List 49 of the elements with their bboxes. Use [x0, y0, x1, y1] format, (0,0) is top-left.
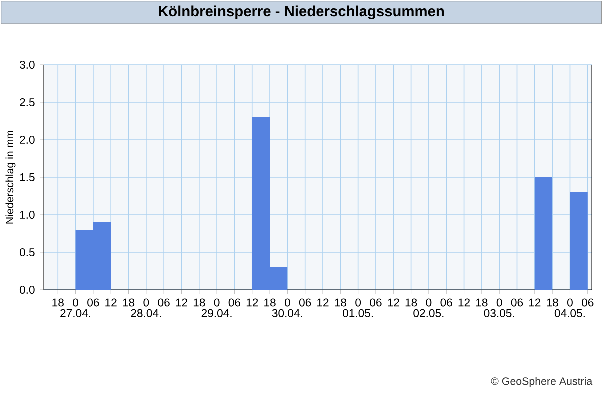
- x-tick-label: 0: [214, 298, 220, 307]
- x-tick-label: 0: [356, 298, 362, 307]
- chart-title: Kölnbreinsperre - Niederschlagssummen: [159, 6, 444, 20]
- x-tick-label: 06: [370, 298, 382, 307]
- y-tick-label: 2.0: [20, 136, 35, 144]
- x2-tick-label: 27.04.: [60, 309, 90, 318]
- x-tick-label: 12: [388, 298, 400, 307]
- x-tick-label: 0: [144, 298, 150, 307]
- x2-tick-label: 01.05.: [343, 309, 374, 318]
- x2-tick-label: 02.05.: [414, 309, 444, 318]
- x-tick-label: 12: [458, 298, 470, 307]
- x-tick-label: 0: [568, 298, 573, 307]
- y-tick-label: 1.0: [20, 210, 35, 220]
- x-tick-label: 12: [106, 298, 117, 307]
- x-tick-label: 06: [440, 298, 452, 307]
- x-tick-label: 06: [511, 298, 524, 307]
- y-tick-label: 1.5: [20, 174, 35, 182]
- x-tick-label: 0: [496, 298, 502, 307]
- x-tick-label: 0: [284, 298, 290, 307]
- y-tick-label: 0.0: [20, 286, 35, 294]
- x-tick-label: 18: [476, 298, 488, 307]
- x-tick-label: 12: [246, 298, 258, 307]
- x-tick-label: 12: [529, 298, 541, 307]
- x2-tick-label: 28.04.: [131, 309, 162, 318]
- x-tick-label: 06: [299, 298, 312, 307]
- y-tick-label: 2.5: [20, 98, 35, 107]
- text: © GeoSphere Austria: [491, 377, 593, 388]
- y-tick-label: 0.5: [20, 248, 35, 257]
- x-tick-label: 06: [228, 298, 241, 307]
- x-tick-label: 18: [123, 298, 135, 307]
- x-tick-label: 18: [52, 298, 64, 307]
- x2-tick-label: 04.05.: [554, 309, 585, 318]
- x-tick-label: 12: [176, 298, 188, 307]
- x2-tick-label: 03.05.: [484, 309, 514, 318]
- x-tick-label: 12: [318, 298, 329, 307]
- x-tick-label: 06: [158, 298, 170, 307]
- x2-tick-label: 30.04.: [272, 309, 302, 318]
- x-tick-label: 06: [88, 298, 100, 307]
- x-tick-label: 0: [426, 298, 432, 307]
- x-tick-label: 18: [264, 298, 276, 307]
- x-tick-label: 18: [335, 298, 346, 307]
- x2-tick-label: 29.04.: [202, 309, 232, 318]
- x-tick-label: 0: [73, 298, 78, 307]
- x-tick-label: 06: [582, 298, 594, 307]
- x-tick-label: 18: [194, 298, 206, 307]
- x-tick-label: 18: [406, 298, 418, 307]
- x-tick-label: 18: [547, 298, 558, 307]
- y-tick-label: 3.0: [20, 60, 35, 69]
- y-axis-title: Niederschlag in mm: [6, 131, 16, 224]
